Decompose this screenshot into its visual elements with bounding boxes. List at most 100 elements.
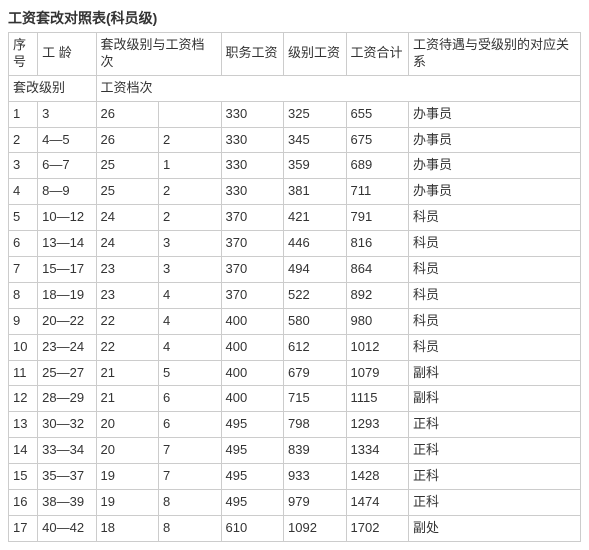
cell-level-salary: 421: [284, 205, 347, 231]
cell-salary-total: 1012: [346, 334, 409, 360]
cell-worklen: 33—34: [38, 438, 96, 464]
cell-worklen: 4—5: [38, 127, 96, 153]
cell-reform-level: 26: [96, 127, 159, 153]
cell-relation: 副处: [409, 515, 581, 541]
cell-seq: 2: [9, 127, 38, 153]
cell-relation: 科员: [409, 231, 581, 257]
cell-salary-total: 1334: [346, 438, 409, 464]
cell-salary-grade: 8: [159, 490, 222, 516]
cell-relation: 科员: [409, 282, 581, 308]
cell-reform-level: 18: [96, 515, 159, 541]
table-row: 1740—4218861010921702副处: [9, 515, 581, 541]
cell-salary-grade: 6: [159, 386, 222, 412]
cell-seq: 10: [9, 334, 38, 360]
cell-seq: 17: [9, 515, 38, 541]
cell-reform-level: 21: [96, 386, 159, 412]
cell-duty-salary: 370: [221, 231, 284, 257]
cell-salary-grade: 4: [159, 308, 222, 334]
cell-relation: 办事员: [409, 153, 581, 179]
cell-seq: 4: [9, 179, 38, 205]
cell-reform-level: 22: [96, 334, 159, 360]
cell-relation: 正科: [409, 412, 581, 438]
table-row: 1228—292164007151115副科: [9, 386, 581, 412]
cell-level-salary: 580: [284, 308, 347, 334]
table-body: 1326330325655办事员24—5262330345675办事员36—72…: [9, 101, 581, 541]
th-reform-level-grade: 套改级别与工资档次: [96, 33, 221, 76]
th-salary-total: 工资合计: [346, 33, 409, 76]
th-relation: 工资待遇与受级别的对应关系: [409, 33, 581, 76]
table-row: 1535—371974959331428正科: [9, 464, 581, 490]
cell-salary-grade: 4: [159, 282, 222, 308]
cell-salary-total: 1428: [346, 464, 409, 490]
cell-level-salary: 715: [284, 386, 347, 412]
table-row: 510—12242370421791科员: [9, 205, 581, 231]
table-row: 1330—322064957981293正科: [9, 412, 581, 438]
table-row: 1023—242244006121012科员: [9, 334, 581, 360]
cell-reform-level: 23: [96, 282, 159, 308]
cell-relation: 正科: [409, 438, 581, 464]
cell-salary-total: 1702: [346, 515, 409, 541]
table-row: 1433—342074958391334正科: [9, 438, 581, 464]
cell-relation: 副科: [409, 386, 581, 412]
cell-worklen: 3: [38, 101, 96, 127]
cell-level-salary: 522: [284, 282, 347, 308]
cell-duty-salary: 495: [221, 412, 284, 438]
cell-relation: 办事员: [409, 101, 581, 127]
cell-relation: 科员: [409, 308, 581, 334]
cell-reform-level: 26: [96, 101, 159, 127]
cell-duty-salary: 370: [221, 257, 284, 283]
cell-duty-salary: 495: [221, 438, 284, 464]
cell-duty-salary: 400: [221, 360, 284, 386]
table-row: 613—14243370446816科员: [9, 231, 581, 257]
cell-seq: 7: [9, 257, 38, 283]
cell-worklen: 8—9: [38, 179, 96, 205]
salary-table: 序号 工 龄 套改级别与工资档次 职务工资 级别工资 工资合计 工资待遇与受级别…: [8, 32, 581, 542]
cell-relation: 办事员: [409, 127, 581, 153]
cell-reform-level: 19: [96, 464, 159, 490]
cell-salary-grade: 6: [159, 412, 222, 438]
cell-duty-salary: 400: [221, 308, 284, 334]
cell-seq: 5: [9, 205, 38, 231]
cell-duty-salary: 370: [221, 282, 284, 308]
cell-salary-total: 675: [346, 127, 409, 153]
cell-seq: 14: [9, 438, 38, 464]
cell-salary-grade: 2: [159, 127, 222, 153]
cell-seq: 3: [9, 153, 38, 179]
cell-level-salary: 446: [284, 231, 347, 257]
cell-worklen: 20—22: [38, 308, 96, 334]
cell-salary-grade: 7: [159, 438, 222, 464]
cell-relation: 办事员: [409, 179, 581, 205]
cell-salary-grade: 1: [159, 153, 222, 179]
cell-salary-total: 980: [346, 308, 409, 334]
cell-duty-salary: 330: [221, 179, 284, 205]
cell-salary-total: 864: [346, 257, 409, 283]
table-row: 36—7251330359689办事员: [9, 153, 581, 179]
cell-reform-level: 25: [96, 153, 159, 179]
cell-reform-level: 24: [96, 231, 159, 257]
cell-worklen: 10—12: [38, 205, 96, 231]
cell-reform-level: 25: [96, 179, 159, 205]
th-sub-reform-level: 套改级别: [9, 75, 97, 101]
cell-duty-salary: 330: [221, 127, 284, 153]
cell-reform-level: 21: [96, 360, 159, 386]
cell-salary-total: 892: [346, 282, 409, 308]
cell-salary-grade: 2: [159, 205, 222, 231]
th-level-salary: 级别工资: [284, 33, 347, 76]
cell-seq: 15: [9, 464, 38, 490]
cell-worklen: 23—24: [38, 334, 96, 360]
cell-salary-total: 1474: [346, 490, 409, 516]
cell-duty-salary: 495: [221, 464, 284, 490]
cell-level-salary: 839: [284, 438, 347, 464]
table-row: 920—22224400580980科员: [9, 308, 581, 334]
table-row: 24—5262330345675办事员: [9, 127, 581, 153]
cell-reform-level: 20: [96, 438, 159, 464]
cell-seq: 9: [9, 308, 38, 334]
cell-level-salary: 1092: [284, 515, 347, 541]
cell-salary-grade: 5: [159, 360, 222, 386]
cell-duty-salary: 330: [221, 101, 284, 127]
cell-seq: 8: [9, 282, 38, 308]
cell-level-salary: 798: [284, 412, 347, 438]
cell-level-salary: 359: [284, 153, 347, 179]
cell-relation: 正科: [409, 464, 581, 490]
cell-seq: 12: [9, 386, 38, 412]
